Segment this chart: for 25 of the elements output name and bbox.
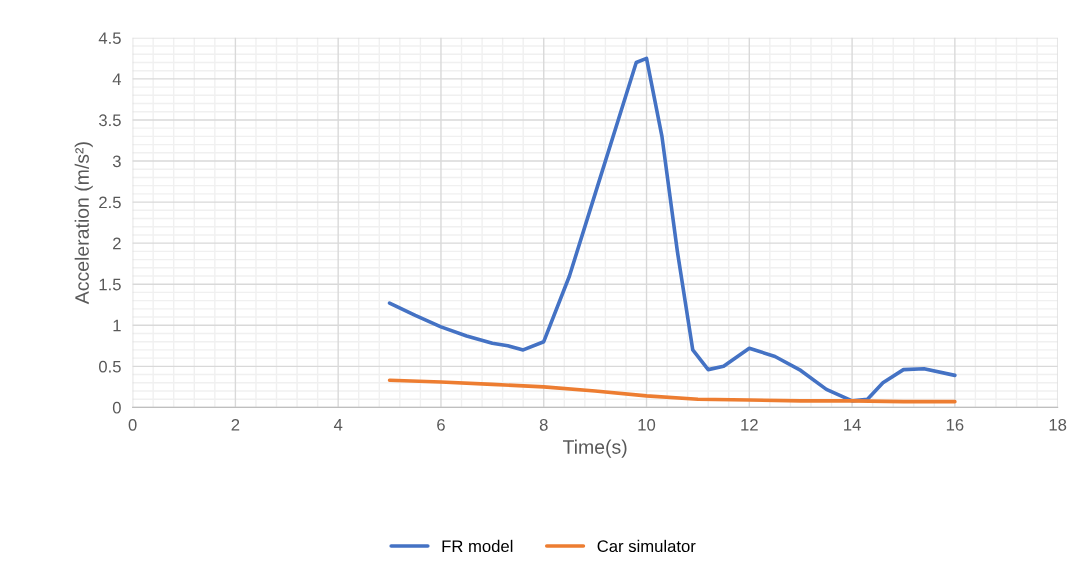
y-tick-label: 3.5: [98, 114, 121, 127]
x-tick-label: 14: [844, 419, 861, 431]
x-tick-label: 2: [231, 418, 240, 431]
y-tick-label: 0.5: [98, 360, 121, 373]
y-tick-label: 2: [113, 237, 121, 250]
y-tick-label: 3: [112, 155, 121, 168]
y-tick-label: 2.5: [99, 196, 121, 209]
x-tick-label: 0: [128, 418, 137, 431]
y-tick-label: 4: [112, 73, 122, 85]
y-tick-label: 1: [113, 319, 121, 332]
y-tick-label: 1.5: [99, 278, 121, 291]
line-series: [387, 378, 957, 404]
x-tick-label: 12: [741, 418, 758, 431]
x-tick-label: 4: [333, 419, 343, 431]
legend-label: Car simulator: [597, 539, 696, 553]
x-axis-title: Time(s): [563, 439, 627, 458]
x-tick-label: 10: [638, 418, 656, 431]
y-tick-label: 4.5: [98, 32, 121, 45]
x-tick-label: 8: [539, 418, 548, 431]
y-tick-label: 0: [112, 401, 121, 414]
x-tick-label: 16: [946, 418, 964, 431]
y-axis-title: Acceleration (m/s²): [74, 142, 93, 305]
x-tick-label: 6: [437, 418, 445, 431]
legend-label: FR model: [442, 539, 513, 553]
x-tick-label: 18: [1049, 418, 1067, 431]
